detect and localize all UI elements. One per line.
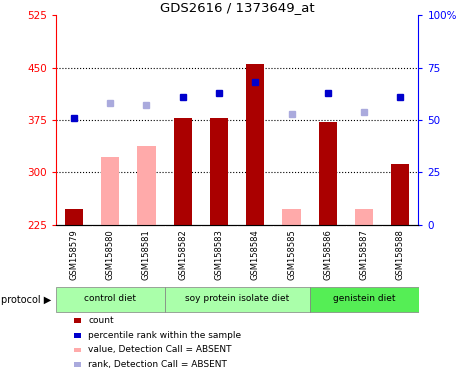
Text: GSM158580: GSM158580 bbox=[106, 230, 115, 280]
Text: GSM158582: GSM158582 bbox=[178, 230, 187, 280]
Bar bbox=[391, 164, 409, 225]
FancyBboxPatch shape bbox=[310, 287, 418, 312]
Text: GSM158583: GSM158583 bbox=[214, 230, 224, 280]
Text: value, Detection Call = ABSENT: value, Detection Call = ABSENT bbox=[88, 345, 232, 354]
Bar bbox=[137, 146, 155, 225]
Text: GSM158581: GSM158581 bbox=[142, 230, 151, 280]
Text: GSM158588: GSM158588 bbox=[396, 230, 405, 280]
Text: protocol ▶: protocol ▶ bbox=[1, 295, 51, 305]
Bar bbox=[355, 209, 373, 225]
Text: GSM158587: GSM158587 bbox=[359, 230, 369, 280]
Bar bbox=[319, 122, 337, 225]
Bar bbox=[173, 118, 192, 225]
Text: rank, Detection Call = ABSENT: rank, Detection Call = ABSENT bbox=[88, 360, 227, 369]
Text: soy protein isolate diet: soy protein isolate diet bbox=[185, 294, 289, 303]
FancyBboxPatch shape bbox=[165, 287, 310, 312]
Text: GSM158584: GSM158584 bbox=[251, 230, 260, 280]
Bar bbox=[246, 64, 264, 225]
Bar bbox=[210, 118, 228, 225]
Bar bbox=[65, 209, 83, 225]
Text: genistein diet: genistein diet bbox=[333, 294, 395, 303]
Title: GDS2616 / 1373649_at: GDS2616 / 1373649_at bbox=[160, 1, 314, 14]
Bar bbox=[282, 209, 300, 225]
FancyBboxPatch shape bbox=[56, 287, 165, 312]
Text: GSM158585: GSM158585 bbox=[287, 230, 296, 280]
Text: count: count bbox=[88, 316, 114, 325]
Text: GSM158586: GSM158586 bbox=[323, 230, 332, 280]
Bar bbox=[101, 157, 119, 225]
Text: percentile rank within the sample: percentile rank within the sample bbox=[88, 331, 241, 340]
Text: control diet: control diet bbox=[84, 294, 136, 303]
Text: GSM158579: GSM158579 bbox=[69, 230, 79, 280]
